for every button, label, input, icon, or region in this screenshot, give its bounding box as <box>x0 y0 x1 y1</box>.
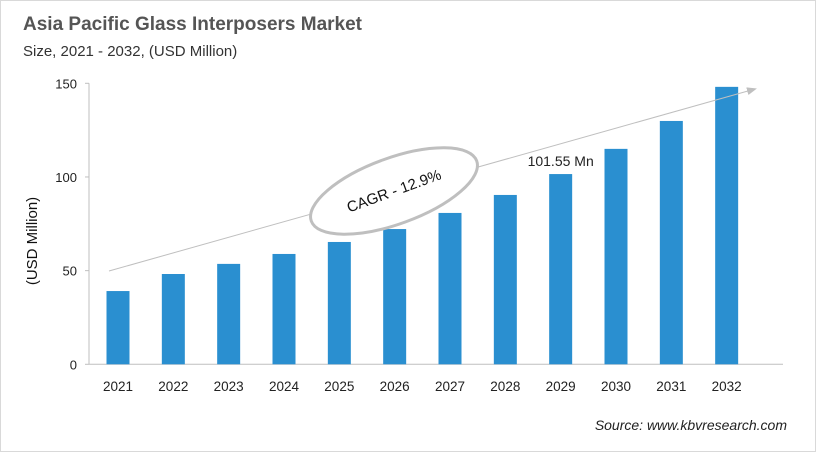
cagr-ellipse <box>309 146 479 236</box>
bar-2026 <box>383 229 407 365</box>
bar-2031 <box>659 120 683 365</box>
x-tick-label: 2026 <box>380 379 410 394</box>
bar-2024 <box>272 253 296 365</box>
y-tick-label: 50 <box>63 264 77 279</box>
chart-subtitle: Size, 2021 - 2032, (USD Million) <box>23 43 238 60</box>
bar-2022 <box>161 274 185 365</box>
y-tick-label: 0 <box>70 357 77 372</box>
bar-2028 <box>493 194 517 365</box>
bar-2025 <box>327 241 351 365</box>
x-tick-label: 2032 <box>712 379 742 394</box>
x-tick-label: 2027 <box>435 379 465 394</box>
bar-2027 <box>438 212 462 365</box>
value-label: 101.55 Mn <box>528 153 594 169</box>
bar-2030 <box>604 148 628 365</box>
bar-2029 <box>549 174 573 365</box>
x-tick-label: 2023 <box>214 379 244 394</box>
x-tick-label: 2021 <box>103 379 133 394</box>
x-tick-label: 2031 <box>656 379 686 394</box>
x-tick-label: 2022 <box>158 379 188 394</box>
bar-2021 <box>106 291 130 365</box>
bar-2023 <box>217 263 241 365</box>
x-tick-label: 2029 <box>546 379 576 394</box>
x-tick-label: 2025 <box>324 379 354 394</box>
source-note: Source: www.kbvresearch.com <box>594 417 787 433</box>
x-tick-label: 2024 <box>269 379 300 394</box>
chart-title: Asia Pacific Glass Interposers Market <box>23 14 362 35</box>
y-axis-label: (USD Million) <box>24 197 41 285</box>
x-tick-label: 2028 <box>490 379 520 394</box>
bar-2032 <box>715 86 739 365</box>
x-tick-label: 2030 <box>601 379 631 394</box>
y-tick-label: 100 <box>55 170 77 185</box>
y-tick-label: 150 <box>55 76 77 91</box>
